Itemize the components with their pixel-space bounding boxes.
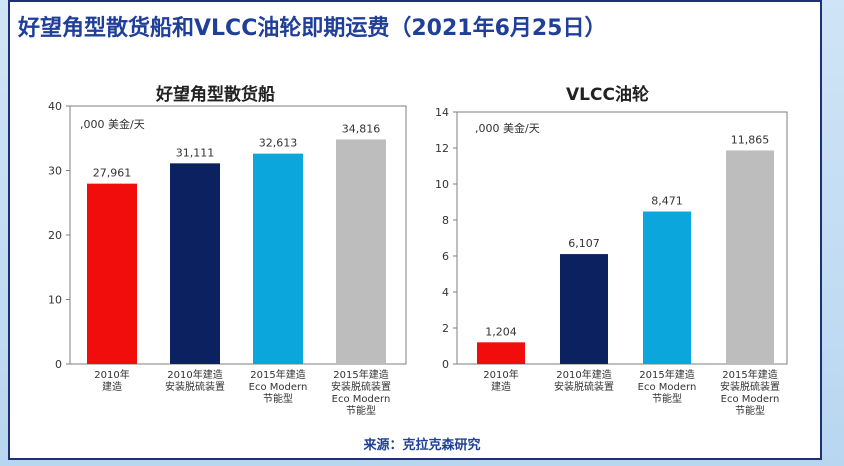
vlcc-bar-1 [477, 342, 525, 364]
capesize-y-tick-label: 10 [48, 294, 62, 307]
vlcc-unit-label: ,000 美金/天 [475, 121, 540, 135]
vlcc-y-tick-label: 4 [442, 286, 449, 299]
capesize-category-label-4: 2015年建造安装脱硫装置 Eco Modern 节能型 [331, 368, 391, 417]
vlcc-data-label-2: 6,107 [568, 237, 600, 250]
chart-title-vlcc: VLCC油轮 [566, 85, 649, 105]
capesize-category-label-3: 2015年建造 Eco Modern 节能型 [249, 368, 308, 405]
capesize-unit-label: ,000 美金/天 [80, 117, 145, 131]
vlcc-y-tick-label: 14 [435, 106, 449, 119]
vlcc-category-label-2: 2010年建造安装脱硫装置 [554, 368, 614, 393]
capesize-category-label-1: 2010年建造 [94, 368, 129, 393]
capesize-y-tick-label: 20 [48, 229, 62, 242]
vlcc-data-label-3: 8,471 [651, 195, 683, 208]
capesize-bar-3 [253, 153, 303, 364]
source-note: 来源：克拉克森研究 [363, 438, 481, 453]
capesize-data-label-2: 31,111 [176, 146, 215, 159]
capesize-y-tick-label: 0 [55, 358, 62, 371]
vlcc-bar-4 [726, 150, 774, 364]
capesize-bar-1 [87, 183, 137, 364]
vlcc-y-tick-label: 10 [435, 178, 449, 191]
capesize-data-label-1: 27,961 [93, 167, 132, 180]
vlcc-y-tick-label: 8 [442, 214, 449, 227]
vlcc-data-label-4: 11,865 [731, 133, 770, 146]
capesize-data-label-3: 32,613 [259, 137, 298, 150]
vlcc-bar-3 [643, 211, 691, 364]
vlcc-category-label-4: 2015年建造安装脱硫装置 Eco Modern 节能型 [720, 368, 780, 417]
vlcc-y-tick-label: 0 [442, 358, 449, 371]
capesize-bar-4 [336, 139, 386, 364]
vlcc-category-label-3: 2015年建造 Eco Modern 节能型 [638, 368, 697, 405]
capesize-y-tick-label: 40 [48, 100, 62, 113]
capesize-y-tick-label: 30 [48, 165, 62, 178]
capesize-data-label-4: 34,816 [342, 122, 381, 135]
vlcc-plot-area [456, 111, 788, 365]
vlcc-y-tick-label: 6 [442, 250, 449, 263]
capesize-bar-2 [170, 163, 220, 364]
page-title: 好望角型散货船和VLCC油轮即期运费（2021年6月25日） [18, 16, 607, 41]
vlcc-y-tick-label: 2 [442, 322, 449, 335]
capesize-category-label-2: 2010年建造安装脱硫装置 [165, 368, 225, 393]
vlcc-bar-2 [560, 254, 608, 364]
vlcc-data-label-1: 1,204 [485, 325, 517, 338]
vlcc-y-tick-label: 12 [435, 142, 449, 155]
vlcc-category-label-1: 2010年建造 [483, 368, 518, 393]
chart-title-capesize: 好望角型散货船 [156, 85, 275, 105]
